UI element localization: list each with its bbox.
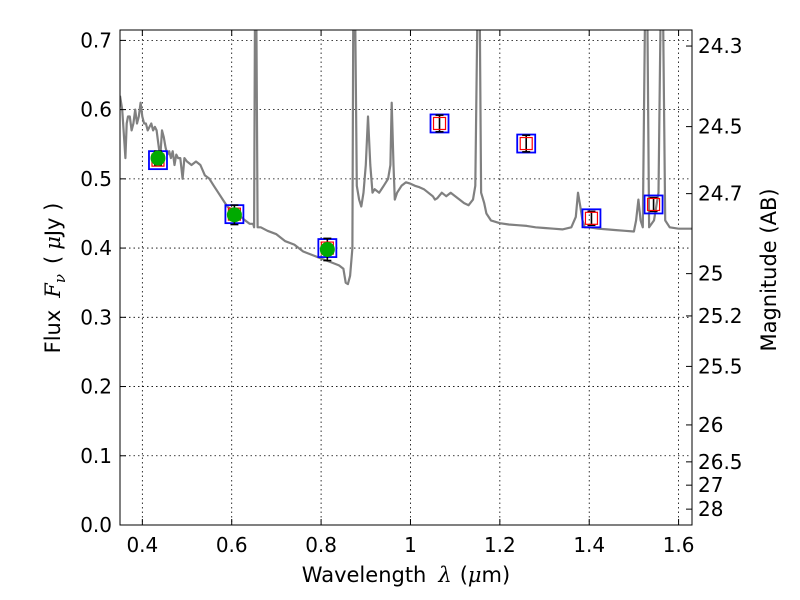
grid-lines [120, 30, 692, 525]
y2-tick-label: 25.5 [698, 354, 743, 378]
detection-marker [150, 150, 166, 166]
axis-ticks [120, 30, 692, 526]
y2-tick-label: 24.7 [698, 182, 743, 206]
y-tick-label: 0.1 [80, 444, 112, 468]
y2-tick-label: 24.3 [698, 34, 743, 58]
tick-labels: 0.4 0.6 0.8 1 1.2 1.4 1.6 0.0 0.1 0.2 0.3 0.4 0.5 0.6… [80, 28, 742, 557]
y2-tick-label: 28 [698, 497, 723, 521]
x-tick-label: 1.6 [663, 533, 695, 557]
y-tick-label: 0.6 [80, 98, 112, 122]
observed-box-marker [643, 194, 664, 215]
y-axis-label: FluxFν(μJy ) [41, 203, 69, 354]
detection-marker [319, 241, 335, 257]
x-tick-label: 0.4 [126, 533, 158, 557]
x-tick-label: 1 [404, 533, 417, 557]
y-tick-label: 0.3 [80, 305, 112, 329]
detection-marker [226, 207, 242, 223]
y-tick-label: 0.5 [80, 167, 112, 191]
y-tick-label: 0.7 [80, 28, 112, 52]
photometry-points-layer [148, 113, 664, 262]
y2-tick-label: 27 [698, 473, 723, 497]
y2-tick-label: 24.5 [698, 115, 743, 139]
y2-axis-label: Magnitude (AB) [757, 188, 781, 351]
x-tick-label: 0.8 [305, 533, 337, 557]
y2-tick-label: 26.5 [698, 450, 743, 474]
x-tick-label: 1.4 [573, 533, 605, 557]
y2-tick-label: 25 [698, 262, 723, 286]
x-axis-label: Wavelength λ (μm) [302, 563, 510, 587]
plot-frame [119, 29, 693, 526]
y-tick-label: 0.2 [80, 375, 112, 399]
x-tick-label: 1.2 [484, 533, 516, 557]
model-spectrum-layer [120, 30, 692, 286]
model-photometry-marker [519, 136, 533, 151]
model-photometry-marker [432, 116, 447, 131]
model-spectrum-line [120, 30, 692, 286]
observed-box-marker [581, 208, 602, 229]
y2-tick-label: 26 [698, 413, 723, 437]
y-tick-label: 0.4 [80, 236, 112, 260]
y-tick-label: 0.0 [80, 513, 112, 537]
y2-tick-label: 25.2 [698, 304, 743, 328]
model-photometry-marker [646, 197, 661, 212]
model-photometry-marker [584, 211, 599, 225]
x-tick-label: 0.6 [216, 533, 248, 557]
